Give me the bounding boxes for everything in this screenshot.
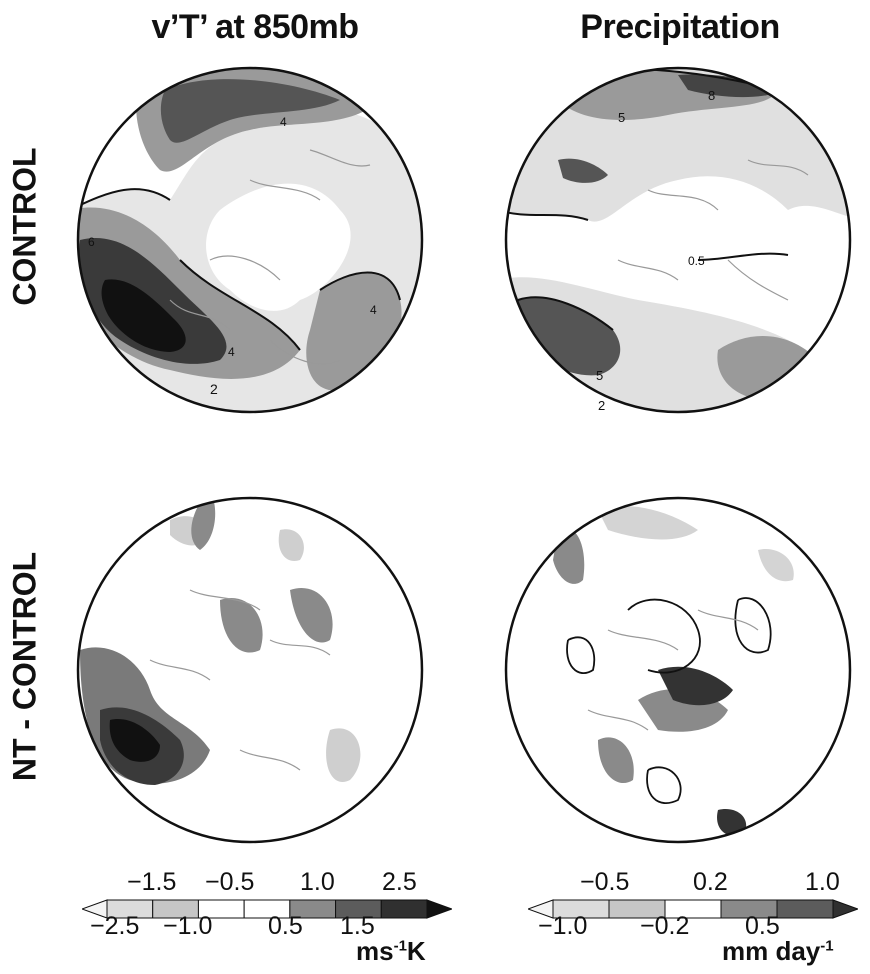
coastlines: [617, 159, 809, 301]
right-unit-sup: -1: [820, 937, 834, 955]
right-unit-main: mm day: [722, 936, 821, 966]
precip-control-map: 8 5 0.5 5 2: [504, 66, 852, 414]
contour-label: 4: [228, 345, 235, 359]
coastlines: [149, 589, 331, 771]
contour-label: 2: [210, 381, 218, 397]
left-colorbar-lower-tick: 1.5: [340, 912, 375, 940]
shade-dark-region: [658, 666, 747, 837]
right-colorbar-lower-tick: 0.5: [745, 912, 780, 940]
left-unit-main: ms: [356, 936, 394, 966]
left-colorbar-lower-tick: −1.0: [163, 912, 213, 940]
top-row-label: CONTROL: [6, 147, 43, 306]
left-colorbar-upper-tick: 1.0: [300, 868, 335, 896]
left-colorbar: [82, 899, 452, 919]
right-colorbar-upper-tick: 0.2: [693, 868, 728, 896]
left-colorbar-high-end: [426, 899, 452, 919]
contour-label: 2: [598, 398, 605, 413]
left-colorbar-lower-tick: 0.5: [268, 912, 303, 940]
right-column-title: Precipitation: [580, 8, 780, 46]
shade-light-region: [170, 516, 361, 782]
right-colorbar-unit: mm day-1: [722, 936, 834, 967]
contour-lines: [566, 597, 772, 805]
vt-control-map: 4 6 4 2 4: [76, 66, 424, 414]
coastlines: [587, 609, 759, 731]
contour-label: 5: [596, 368, 603, 383]
left-colorbar-lower-tick: −2.5: [90, 912, 140, 940]
right-colorbar-lower-tick: −0.2: [640, 912, 690, 940]
vt-difference-map: [76, 496, 424, 844]
shade-mid-region: [553, 528, 728, 784]
shade-light-region: [598, 506, 794, 582]
left-unit-tail: K: [406, 936, 426, 966]
left-colorbar-upper-tick: −0.5: [205, 868, 255, 896]
right-colorbar-cell: [776, 899, 834, 919]
right-colorbar-high-end: [832, 899, 858, 919]
contour-label: 5: [618, 110, 625, 125]
precip-difference-map: [504, 496, 852, 844]
shade-mid-region: [191, 498, 333, 653]
left-colorbar-unit: ms-1K: [356, 936, 426, 967]
shade-dark-region-north: [160, 79, 340, 143]
contour-lines: [78, 68, 401, 351]
right-colorbar-lower-tick: −1.0: [538, 912, 588, 940]
contour-label: 0.5: [688, 254, 705, 268]
shade-dark-region-north: [678, 74, 778, 98]
contour-label: 4: [370, 303, 377, 317]
right-colorbar-upper-tick: −0.5: [580, 868, 630, 896]
coastlines: [169, 149, 371, 365]
bottom-row-label: NT - CONTROL: [6, 551, 43, 782]
left-colorbar-upper-tick: 2.5: [382, 868, 417, 896]
contour-label: 8: [708, 88, 715, 103]
left-unit-sup: -1: [393, 937, 407, 955]
shade-black-region-west: [109, 719, 160, 762]
left-column-title: v’T’ at 850mb: [151, 8, 359, 46]
contour-label: 4: [280, 115, 287, 129]
left-colorbar-cell: [380, 899, 428, 919]
right-colorbar: [528, 899, 858, 919]
shade-black-region-west: [101, 279, 186, 352]
right-colorbar-upper-tick: 1.0: [805, 868, 840, 896]
left-colorbar-upper-tick: −1.5: [127, 868, 177, 896]
shade-dark-region-mid: [558, 158, 608, 183]
contour-label: 6: [88, 235, 95, 249]
shade-white-region: [206, 183, 351, 311]
